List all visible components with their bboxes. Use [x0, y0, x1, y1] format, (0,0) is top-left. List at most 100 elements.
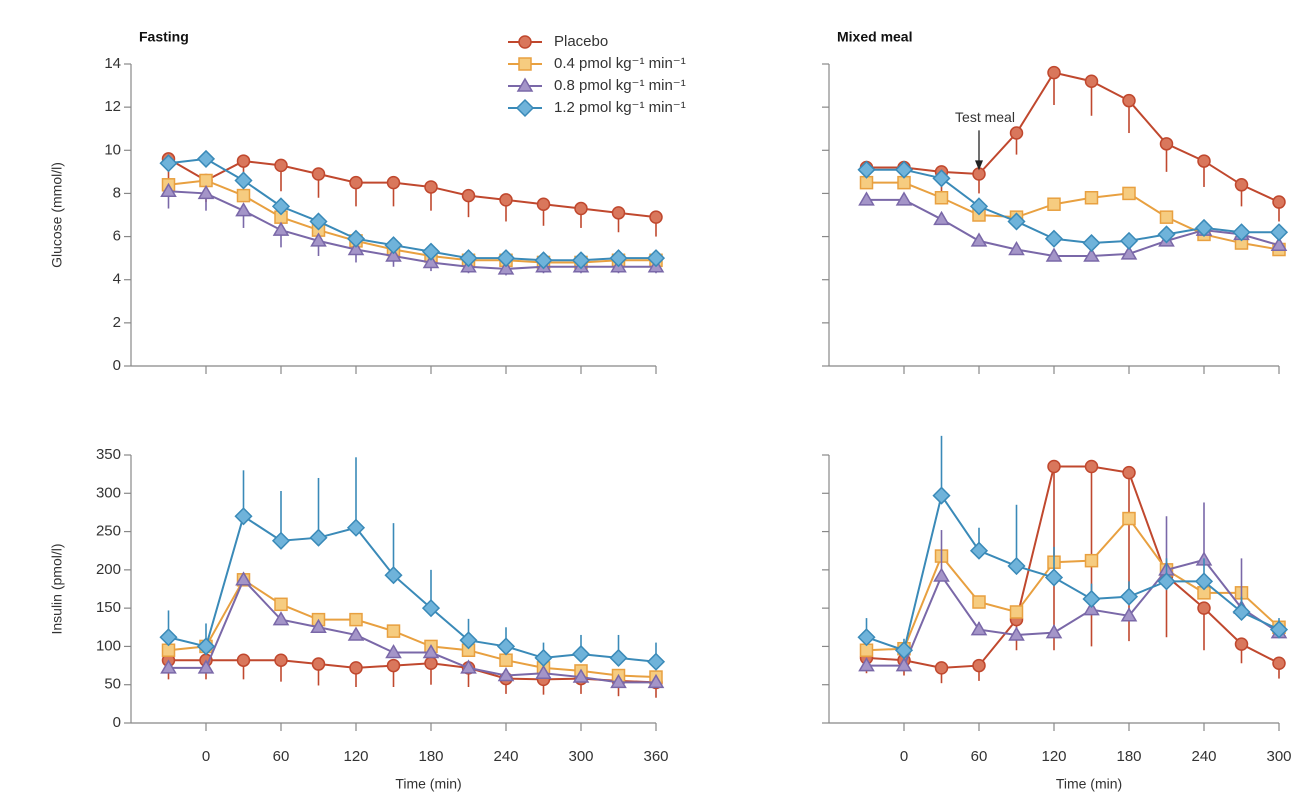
legend-marker — [518, 57, 532, 71]
marker — [1234, 178, 1249, 192]
legend-entry: 1.2 pmol kg⁻¹ min⁻¹ — [508, 98, 686, 118]
legend-entry: Placebo — [508, 33, 608, 50]
marker — [1120, 245, 1138, 260]
series-line — [866, 465, 1280, 669]
marker — [274, 653, 288, 667]
legend-label: 0.4 pmol kg⁻¹ min⁻¹ — [554, 55, 686, 72]
marker — [236, 653, 251, 667]
marker — [459, 249, 478, 268]
marker — [857, 628, 876, 647]
x-tick-label: 300 — [1266, 748, 1291, 765]
marker — [499, 193, 513, 207]
y-tick-label: 0 — [113, 357, 121, 374]
marker — [272, 611, 290, 626]
marker — [894, 160, 914, 179]
marker — [895, 657, 913, 672]
marker — [534, 251, 553, 270]
series — [160, 571, 665, 689]
marker — [386, 624, 401, 638]
marker — [496, 637, 516, 656]
y-tick-label: 8 — [113, 184, 121, 201]
marker — [1009, 126, 1024, 140]
series — [859, 511, 1286, 658]
marker — [1269, 223, 1289, 242]
x-tick-label: 180 — [1116, 748, 1141, 765]
y-tick-label: 0 — [113, 714, 121, 731]
marker — [1084, 459, 1099, 474]
marker — [646, 249, 666, 268]
marker — [309, 212, 328, 231]
marker — [1159, 210, 1174, 224]
marker — [1119, 587, 1139, 606]
y-tick-label: 12 — [104, 98, 121, 115]
marker — [1122, 186, 1136, 201]
marker — [235, 202, 252, 217]
marker — [1232, 602, 1251, 622]
marker — [349, 612, 363, 627]
series — [858, 191, 1288, 262]
marker — [310, 232, 327, 247]
marker — [932, 486, 951, 505]
marker — [972, 595, 986, 609]
marker — [421, 242, 441, 261]
marker — [1197, 154, 1211, 168]
series — [859, 65, 1286, 222]
marker — [895, 191, 913, 206]
marker — [1122, 465, 1136, 480]
marker — [159, 628, 178, 647]
marker — [459, 631, 478, 650]
legend-marker — [515, 98, 535, 118]
marker — [1159, 137, 1174, 151]
marker — [424, 656, 438, 671]
x-tick-label: 60 — [273, 748, 290, 765]
marker — [424, 180, 438, 194]
marker — [857, 160, 876, 179]
legend-label: Placebo — [554, 33, 608, 50]
marker — [933, 210, 950, 226]
marker — [271, 197, 291, 216]
y-tick-label: 2 — [113, 314, 121, 331]
marker — [933, 567, 950, 582]
series-line — [168, 578, 656, 684]
series — [159, 149, 666, 270]
series — [161, 573, 663, 684]
marker — [934, 661, 949, 675]
series-line — [866, 558, 1280, 667]
marker — [461, 188, 476, 203]
marker — [972, 658, 986, 673]
marker — [197, 184, 215, 200]
y-tick-label: 250 — [96, 523, 121, 540]
y-axis-label: Glucose (mmol/l) — [49, 162, 65, 268]
marker — [1083, 247, 1100, 262]
marker — [349, 661, 363, 675]
marker — [858, 191, 875, 206]
arrow-head — [975, 160, 983, 171]
marker — [346, 518, 366, 537]
marker — [572, 668, 590, 683]
marker — [1122, 511, 1136, 526]
y-tick-label: 50 — [104, 676, 121, 693]
annotation: Test meal — [955, 109, 1015, 125]
marker — [234, 507, 253, 526]
legend-marker — [518, 35, 532, 49]
y-tick-label: 150 — [96, 599, 121, 616]
series — [159, 457, 666, 671]
series — [859, 459, 1286, 684]
marker — [384, 236, 403, 255]
marker — [159, 154, 178, 173]
marker — [1082, 589, 1101, 609]
marker — [1084, 74, 1099, 89]
marker — [969, 197, 989, 216]
marker — [234, 171, 253, 190]
marker — [611, 206, 626, 220]
marker — [1232, 223, 1251, 242]
marker — [649, 210, 663, 224]
marker — [422, 253, 440, 269]
marker — [422, 644, 440, 659]
marker — [460, 659, 477, 674]
marker — [1194, 572, 1214, 591]
legend-entry: 0.4 pmol kg⁻¹ min⁻¹ — [508, 55, 686, 72]
marker — [1119, 231, 1139, 250]
series-line — [866, 493, 1280, 652]
